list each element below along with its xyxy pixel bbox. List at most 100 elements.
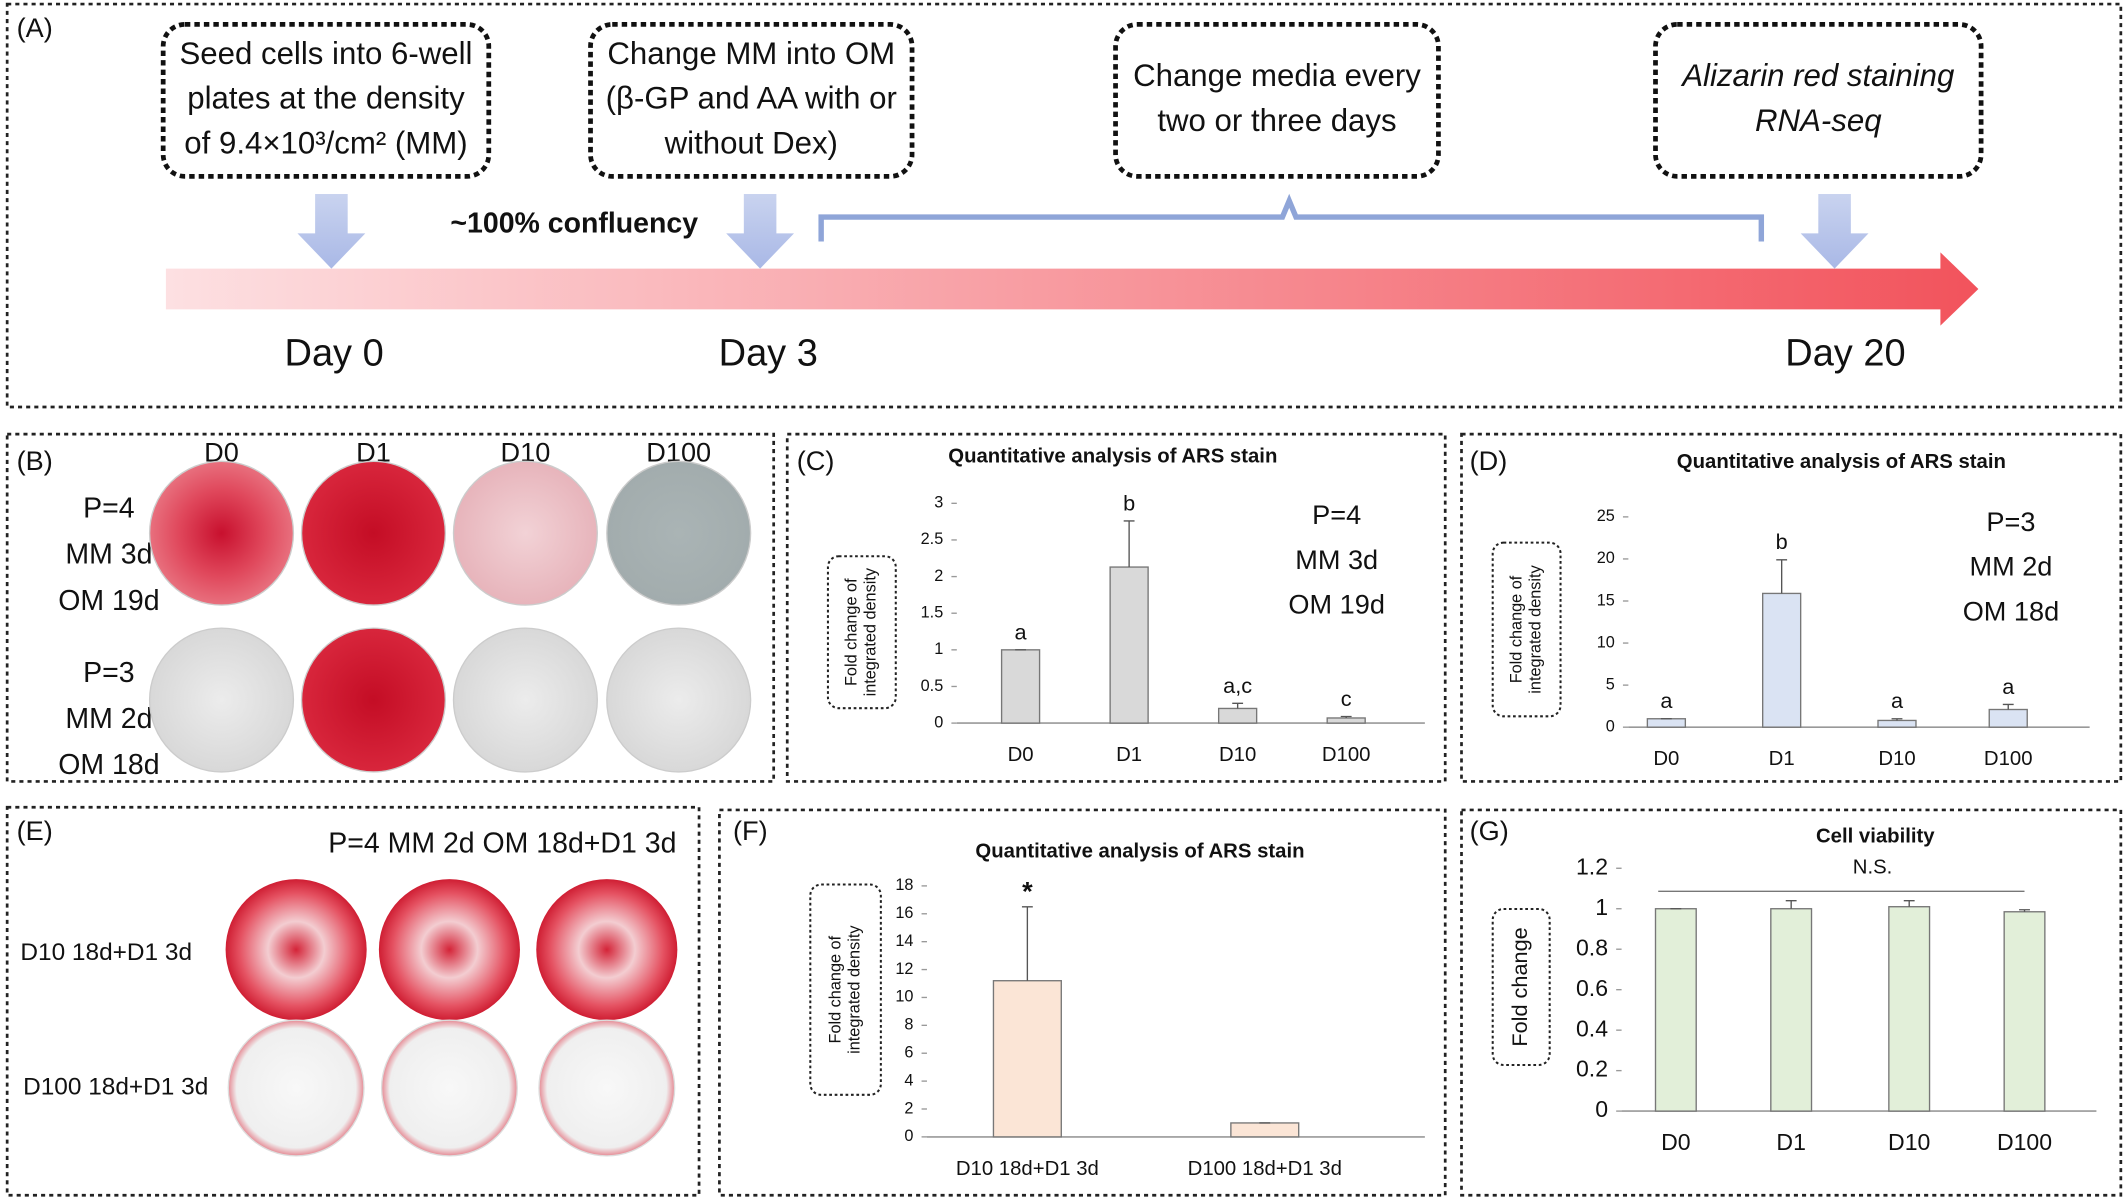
bar <box>1109 566 1149 724</box>
x-tick-label: D1 <box>1116 744 1142 766</box>
y-axis-label: Fold change of <box>826 935 844 1043</box>
annotation: OM 19d <box>1288 589 1385 620</box>
step-text: Seed cells into 6-well <box>179 36 472 71</box>
y-tick-label: 0 <box>904 1127 913 1145</box>
bar <box>1877 719 1917 728</box>
step-text: Change MM into OM <box>607 36 895 71</box>
y-tick-label: 0.4 <box>1576 1015 1608 1041</box>
chart-title: Quantitative analysis of ARS stain <box>975 840 1304 862</box>
panel-label: (E) <box>17 815 53 846</box>
y-tick-label: 2 <box>934 567 943 585</box>
annotation: MM 2d <box>1969 551 2052 582</box>
step-text: two or three days <box>1157 103 1396 138</box>
x-tick-label: D100 <box>1997 1129 2052 1155</box>
row-label: D100 18d+D1 3d <box>23 1073 208 1100</box>
y-tick-label: 10 <box>1597 633 1615 651</box>
error-bar <box>1123 520 1135 568</box>
x-tick-label: D10 <box>1219 744 1256 766</box>
row-label: P=4 <box>83 493 134 525</box>
annotation: P=3 <box>1986 506 2035 537</box>
significance-letter: b <box>1123 490 1135 515</box>
bar <box>1217 707 1258 724</box>
y-tick-label: 20 <box>1597 549 1615 567</box>
y-label-box <box>1491 541 1562 718</box>
y-tick-label: 15 <box>1597 591 1615 609</box>
well <box>300 460 447 606</box>
step-text: Change media every <box>1133 58 1421 93</box>
significance-letter: a <box>1015 619 1028 644</box>
step-text: RNA-seq <box>1755 103 1882 138</box>
bar <box>1000 649 1041 724</box>
well <box>538 1019 676 1157</box>
annotation: OM 18d <box>1963 595 2059 626</box>
x-tick-label: D100 <box>1322 744 1371 766</box>
well <box>148 627 295 773</box>
y-tick-label: 0 <box>1595 1096 1608 1122</box>
bar <box>1646 718 1687 728</box>
x-tick-label: D0 <box>1653 748 1679 770</box>
day-label: Day 3 <box>719 332 818 374</box>
significance-letter: c <box>1341 686 1352 711</box>
x-tick-label: D10 18d+D1 3d <box>956 1158 1099 1180</box>
panel-label: (C) <box>797 445 835 476</box>
panel-label: (B) <box>17 445 53 476</box>
y-tick-label: 16 <box>895 904 913 922</box>
y-label-box <box>826 555 897 710</box>
bar <box>1762 592 1802 728</box>
panel-box <box>718 808 1447 1197</box>
step-box <box>1113 22 1441 179</box>
row-label: D10 18d+D1 3d <box>20 939 192 966</box>
bar <box>1888 906 1931 1112</box>
significance-letter: a <box>2002 674 2015 699</box>
well <box>380 1019 518 1157</box>
error-bar <box>1891 718 1903 721</box>
y-tick-label: 5 <box>1606 675 1615 693</box>
y-tick-label: 3 <box>934 494 943 512</box>
row-label: OM 18d <box>58 749 159 781</box>
row-label: MM 3d <box>65 539 152 571</box>
down-arrow <box>297 194 366 269</box>
y-tick-label: 1 <box>934 640 943 658</box>
ns-label: N.S. <box>1853 857 1893 879</box>
plates-title: P=4 MM 2d OM 18d+D1 3d <box>328 828 676 860</box>
y-tick-label: 6 <box>904 1044 913 1062</box>
well <box>300 627 447 773</box>
panel-box <box>5 805 701 1197</box>
y-tick-label: 0 <box>934 713 943 731</box>
y-tick-label: 1 <box>1595 894 1608 920</box>
y-tick-label: 1.2 <box>1576 853 1608 879</box>
bar <box>1654 908 1697 1112</box>
annotation: MM 3d <box>1295 544 1378 575</box>
error-bar <box>1232 702 1244 709</box>
y-axis-label: Fold change of <box>1507 575 1525 683</box>
bar <box>1988 708 2028 728</box>
brace <box>818 193 1765 242</box>
error-bar <box>2019 909 2030 912</box>
well <box>536 879 678 1021</box>
well <box>148 460 295 606</box>
panel-box <box>785 432 1447 783</box>
y-tick-label: 14 <box>895 932 913 950</box>
down-arrow <box>726 194 795 269</box>
down-arrow <box>1800 194 1869 269</box>
panel-label: (D) <box>1470 445 1508 476</box>
y-tick-label: 8 <box>904 1016 913 1034</box>
annotation: P=4 <box>1312 499 1361 530</box>
significance-letter: a <box>1891 688 1904 713</box>
significance-letter: a,c <box>1223 673 1252 698</box>
y-tick-label: 10 <box>895 988 913 1006</box>
well <box>378 879 520 1021</box>
step-text: of 9.4×10³/cm² (MM) <box>184 125 467 160</box>
y-tick-label: 18 <box>895 876 913 894</box>
bar <box>1230 1122 1300 1138</box>
error-bar <box>1903 899 1915 907</box>
x-tick-label: D10 <box>1878 748 1915 770</box>
panel-box <box>5 2 2123 409</box>
y-tick-label: 4 <box>904 1071 913 1089</box>
well <box>225 879 367 1021</box>
x-tick-label: D1 <box>1769 748 1795 770</box>
error-bar <box>1021 906 1033 981</box>
row-label: MM 2d <box>65 703 152 735</box>
y-axis-label: integrated density <box>862 567 880 696</box>
y-tick-label: 2.5 <box>921 530 944 548</box>
